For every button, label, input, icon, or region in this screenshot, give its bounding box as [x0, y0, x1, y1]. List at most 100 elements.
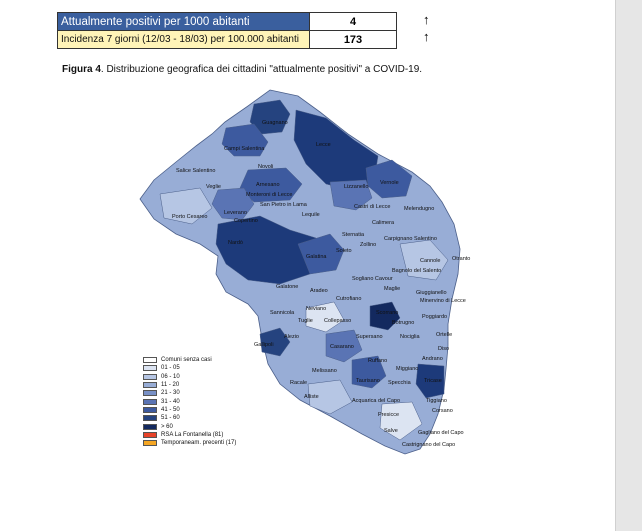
- municipality-label: Giuggianello: [416, 290, 447, 296]
- municipality-scorrano: [369, 301, 401, 331]
- trend-up-arrow-icon: ↑: [423, 12, 430, 27]
- stats-row-incidence: Incidenza 7 giorni (12/03 - 18/03) per 1…: [57, 30, 397, 49]
- legend-item: 31 - 40: [143, 397, 236, 405]
- figure-number: Figura 4: [62, 64, 101, 75]
- municipality-lizzanello: [329, 179, 373, 211]
- municipality-label: Sannicola: [270, 310, 295, 316]
- legend-item: 06 - 10: [143, 373, 236, 381]
- municipality-label: Casarano: [330, 344, 354, 350]
- legend-swatch: [143, 398, 157, 405]
- legend-label: 21 - 30: [161, 390, 180, 397]
- legend-item: Comuni senza casi: [143, 356, 236, 364]
- municipality-label: Copertino: [234, 218, 258, 224]
- municipality-label: Lequile: [302, 212, 320, 218]
- legend-item: Temporaneam. precenti (17): [143, 439, 236, 447]
- municipality-leverano: [211, 187, 255, 221]
- municipality-light-1: [159, 187, 213, 225]
- municipality-label: Scorrano: [376, 310, 398, 316]
- stats-label: Attualmente positivi per 1000 abitanti: [57, 12, 310, 31]
- municipality-label: Racale: [290, 380, 307, 386]
- legend-swatch: [143, 431, 157, 438]
- municipality-label: Galatone: [276, 284, 298, 290]
- municipality-label: Acquarica del Capo: [352, 398, 400, 404]
- legend-swatch: [143, 365, 157, 372]
- municipality-label: Castri di Lecce: [354, 204, 390, 210]
- municipality-label: Poggiardo: [422, 314, 447, 320]
- municipality-label: Miggiano: [396, 366, 418, 372]
- legend-item: 41 - 50: [143, 406, 236, 414]
- legend-swatch: [143, 390, 157, 397]
- municipality-label: Alezio: [284, 334, 299, 340]
- municipality-label: Corsano: [432, 408, 453, 414]
- map-legend: Comuni senza casi 01 - 05 06 - 10 11 - 20 21…: [143, 356, 236, 447]
- municipality-label: Lizzanello: [344, 184, 368, 190]
- municipality-label: Bagnolo del Salento: [392, 268, 441, 274]
- municipality-label: Galatina: [306, 254, 327, 260]
- municipality-light-3: [305, 301, 345, 333]
- municipality-label: Minervino di Lecce: [420, 298, 466, 304]
- legend-item: 51 - 60: [143, 414, 236, 422]
- municipality-label: Vernole: [380, 180, 399, 186]
- municipality-label: Botrugno: [392, 320, 414, 326]
- municipality-label: Specchia: [388, 380, 412, 386]
- legend-swatch: [143, 415, 157, 422]
- municipality-label: Neviano: [306, 306, 326, 312]
- legend-item: > 60: [143, 422, 236, 430]
- municipality-label: Salve: [384, 428, 398, 434]
- legend-swatch: [143, 357, 157, 364]
- municipality-light-4: [307, 379, 353, 415]
- municipality-label: Presicce: [378, 412, 399, 418]
- stats-table: Attualmente positivi per 1000 abitanti 4…: [57, 12, 397, 49]
- municipality-label: Sogliano Cavour: [352, 276, 393, 282]
- legend-item: 21 - 30: [143, 389, 236, 397]
- municipality-label: Collepasso: [324, 318, 351, 324]
- municipality-label: Veglie: [206, 184, 221, 190]
- legend-item: 01 - 05: [143, 364, 236, 372]
- municipality-label: Supersano: [356, 334, 383, 340]
- municipality-guagnano: [249, 99, 291, 135]
- municipality-label: Otranto: [452, 256, 470, 262]
- municipality-label: Porto Cesareo: [172, 214, 207, 220]
- stats-value: 4: [309, 12, 397, 31]
- legend-swatch: [143, 382, 157, 389]
- municipality-label: Sternatia: [342, 232, 365, 238]
- legend-swatch: [143, 440, 157, 447]
- stats-row-positives: Attualmente positivi per 1000 abitanti 4: [57, 12, 397, 31]
- municipality-label: Tiggiano: [426, 398, 447, 404]
- municipality-label: Ortelle: [436, 332, 452, 338]
- province-map: Guagnano Campi Salentina Lecce Novoli Salice…: [139, 89, 470, 455]
- municipality-label: Diso: [438, 346, 449, 352]
- legend-label: 01 - 05: [161, 365, 180, 372]
- municipality-label: Taurisano: [356, 378, 380, 384]
- legend-item: RSA La Fontanella (81): [143, 431, 236, 439]
- municipality-campi: [221, 123, 269, 157]
- municipality-label: Carpignano Salentino: [384, 236, 437, 242]
- legend-label: 51 - 60: [161, 415, 180, 422]
- legend-label: Comuni senza casi: [161, 357, 212, 364]
- municipality-tricase: [415, 363, 445, 399]
- municipality-casarano: [325, 329, 363, 363]
- municipality-label: Andrano: [422, 356, 443, 362]
- legend-item: 11 - 20: [143, 381, 236, 389]
- legend-label: 11 - 20: [161, 382, 180, 389]
- municipality-light-5: [379, 401, 423, 441]
- municipality-label: Guagnano: [262, 120, 288, 126]
- viewer-scrollbar[interactable]: [615, 0, 642, 531]
- legend-swatch: [143, 423, 157, 430]
- municipality-label: Cannole: [420, 258, 441, 264]
- stats-value: 173: [309, 30, 397, 49]
- municipality-label: Maglie: [384, 286, 400, 292]
- municipality-taurisano: [351, 355, 387, 389]
- municipality-label: Melissano: [312, 368, 337, 374]
- municipality-label: Lecce: [316, 142, 331, 148]
- municipality-label: Leverano: [224, 210, 247, 216]
- municipality-label: Arnesano: [256, 182, 280, 188]
- document-page: Attualmente positivi per 1000 abitanti 4…: [0, 0, 615, 531]
- stats-label: Incidenza 7 giorni (12/03 - 18/03) per 1…: [57, 30, 310, 49]
- legend-swatch: [143, 406, 157, 413]
- figure-caption: Figura 4. Distribuzione geografica dei c…: [62, 64, 422, 75]
- municipality-galatina: [297, 233, 345, 275]
- municipality-label: San Pietro in Lama: [260, 202, 308, 208]
- municipality-label: Gallipoli: [254, 342, 274, 348]
- legend-label: 41 - 50: [161, 406, 180, 413]
